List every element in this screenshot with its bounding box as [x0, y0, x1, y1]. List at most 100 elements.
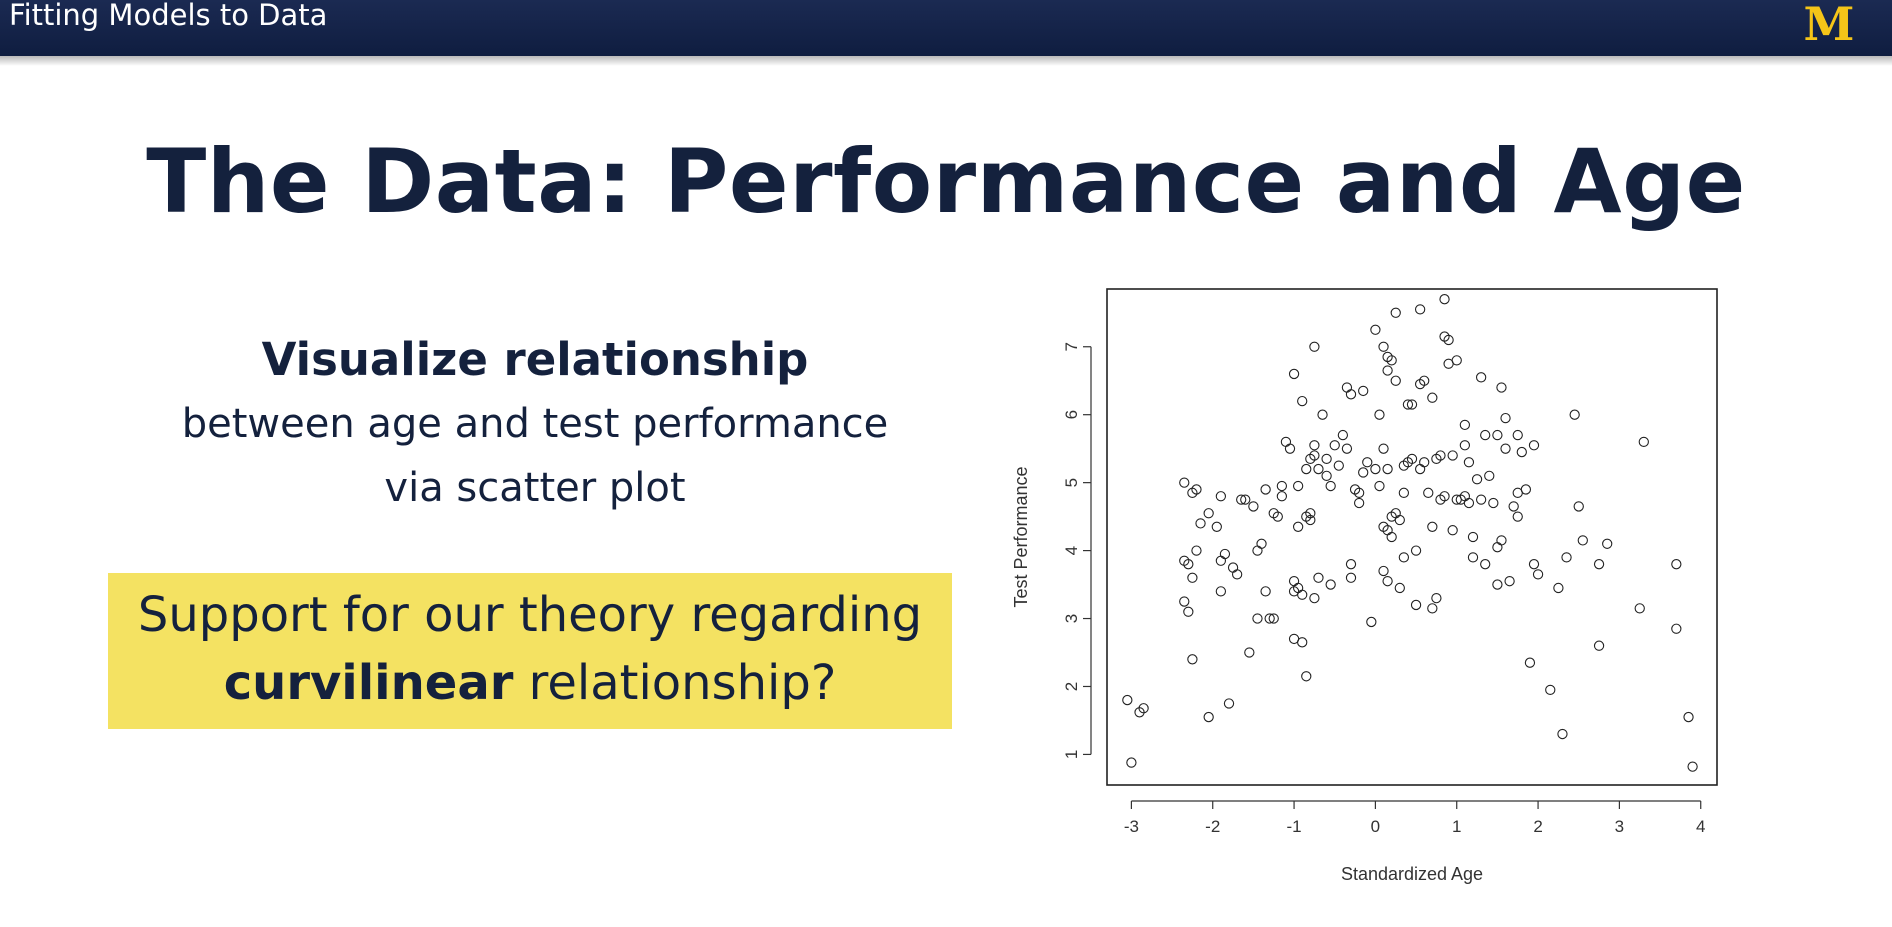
- data-point: [1256, 538, 1267, 549]
- data-point: [1553, 582, 1564, 594]
- data-point: [1321, 453, 1332, 465]
- data-point: [1260, 484, 1271, 495]
- data-point: [1195, 518, 1206, 529]
- data-point: [1203, 711, 1214, 723]
- plot-frame: [1106, 288, 1718, 786]
- data-point: [1463, 457, 1475, 468]
- data-point: [1386, 531, 1397, 543]
- data-point: [1370, 463, 1381, 475]
- data-point: [1528, 440, 1540, 451]
- data-point: [1512, 511, 1523, 522]
- data-point: [1602, 538, 1613, 549]
- x-tick-label: -1: [1287, 817, 1302, 836]
- data-point: [1447, 525, 1458, 536]
- data-point: [1280, 436, 1292, 448]
- data-point: [1431, 593, 1442, 604]
- data-point: [1451, 355, 1462, 366]
- data-point: [1252, 613, 1263, 624]
- data-point: [1492, 542, 1503, 553]
- data-point: [1500, 443, 1511, 454]
- data-point: [1317, 409, 1328, 420]
- data-point: [1398, 552, 1410, 563]
- data-point: [1406, 399, 1418, 410]
- data-point: [1203, 508, 1214, 519]
- data-point: [1260, 586, 1271, 597]
- data-point: [1284, 443, 1296, 454]
- data-point: [1301, 671, 1312, 682]
- university-logo: M: [1804, 1, 1855, 43]
- data-point: [1484, 470, 1495, 481]
- data-point: [1353, 487, 1365, 498]
- data-point: [1179, 596, 1190, 607]
- data-point: [1528, 559, 1540, 570]
- data-point: [1390, 375, 1401, 386]
- data-point: [1358, 385, 1369, 397]
- data-point: [1480, 559, 1491, 570]
- data-point: [1252, 545, 1263, 556]
- data-point: [1378, 341, 1389, 352]
- slide-title: The Data: Performance and Age: [146, 130, 1746, 233]
- data-point: [1264, 613, 1275, 624]
- data-point: [1341, 443, 1353, 454]
- subheading: Visualize relationship: [261, 333, 809, 386]
- callout-rest: relationship?: [513, 655, 837, 711]
- data-point: [1463, 497, 1475, 509]
- callout-box: Support for our theory regarding curvili…: [108, 573, 952, 729]
- data-point: [1382, 576, 1393, 587]
- data-point: [1187, 572, 1198, 583]
- x-tick-label: -2: [1205, 817, 1220, 836]
- data-point: [1353, 497, 1365, 509]
- data-point: [1297, 637, 1308, 648]
- body-line-2: via scatter plot: [384, 465, 686, 511]
- data-point: [1683, 711, 1694, 723]
- callout-line-2: curvilinear relationship?: [108, 649, 952, 717]
- header-bar: [0, 0, 1892, 56]
- data-point: [1183, 606, 1194, 617]
- x-tick-label: 4: [1696, 817, 1705, 836]
- data-point: [1687, 761, 1698, 772]
- data-point: [1378, 565, 1389, 577]
- data-point: [1276, 480, 1288, 492]
- data-point: [1378, 443, 1389, 454]
- y-tick-label: 1: [1062, 750, 1081, 759]
- data-point: [1435, 450, 1446, 461]
- data-point: [1215, 555, 1227, 566]
- data-point: [1366, 616, 1377, 628]
- data-point: [1227, 562, 1239, 573]
- data-point: [1382, 463, 1393, 475]
- data-point: [1211, 521, 1222, 532]
- data-point: [1272, 511, 1283, 522]
- x-tick-label: 1: [1452, 817, 1461, 836]
- data-point: [1439, 491, 1450, 502]
- data-point: [1447, 450, 1458, 461]
- y-axis-label: Test Performance: [1011, 466, 1031, 607]
- data-point: [1325, 579, 1336, 590]
- data-point: [1532, 569, 1544, 580]
- data-point: [1569, 409, 1580, 420]
- callout-line-1: Support for our theory regarding: [137, 587, 923, 643]
- data-point: [1215, 586, 1227, 597]
- y-tick-label: 2: [1062, 682, 1081, 691]
- y-tick-label: 5: [1062, 478, 1081, 487]
- data-point: [1500, 412, 1511, 424]
- data-point: [1345, 559, 1357, 570]
- data-point: [1288, 576, 1300, 587]
- data-point: [1634, 603, 1645, 614]
- data-point: [1122, 694, 1133, 706]
- data-point: [1394, 582, 1405, 594]
- data-point: [1345, 572, 1357, 583]
- data-point: [1337, 429, 1349, 441]
- data-point: [1374, 409, 1385, 420]
- y-tick-label: 3: [1062, 614, 1081, 623]
- data-point: [1573, 501, 1584, 512]
- data-point: [1406, 453, 1418, 465]
- y-tick-label: 7: [1062, 342, 1081, 351]
- data-point: [1231, 569, 1243, 580]
- data-point: [1427, 521, 1438, 532]
- data-point: [1439, 294, 1450, 305]
- data-point: [1496, 535, 1507, 546]
- data-point: [1671, 559, 1682, 570]
- data-point: [1219, 548, 1231, 560]
- data-point: [1459, 419, 1471, 431]
- data-point: [1557, 728, 1568, 740]
